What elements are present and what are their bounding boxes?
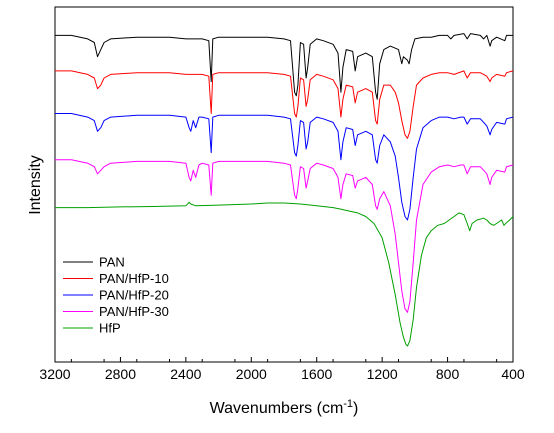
x-tick-label: 2000 — [236, 366, 267, 382]
x-axis-label: Wavenumbers (cm-1) — [210, 398, 359, 417]
legend-label-4: PAN/HfP-30 — [99, 304, 169, 319]
legend-label-1: PAN — [99, 255, 125, 270]
legend-label-3: PAN/HfP-20 — [99, 288, 169, 303]
y-axis-label: Intensity — [27, 155, 44, 215]
legend-label-5: HfP — [99, 321, 121, 336]
plot-frame — [54, 6, 514, 363]
x-tick-label: 800 — [436, 366, 460, 382]
series-line-2 — [55, 70, 514, 139]
series-group — [55, 33, 514, 347]
x-tick-label: 2800 — [105, 366, 136, 382]
x-axis-label-sup: -1 — [343, 398, 353, 410]
legend-label-2: PAN/HfP-10 — [99, 271, 169, 286]
x-tick-label: 2400 — [170, 366, 201, 382]
x-tick-label: 1200 — [367, 366, 398, 382]
x-tick-label: 400 — [501, 366, 525, 382]
series-line-4 — [55, 159, 514, 313]
x-axis-label-close: ) — [353, 400, 358, 417]
x-axis-ticks: 3200 2800 2400 2000 1600 1200 800 400 — [39, 357, 525, 382]
series-line-3 — [55, 113, 514, 221]
x-tick-label: 1600 — [301, 366, 332, 382]
series-line-1 — [55, 33, 513, 100]
x-tick-label: 3200 — [39, 366, 70, 382]
x-axis-label-main: Wavenumbers (cm — [210, 400, 344, 417]
series-line-5 — [55, 201, 514, 347]
